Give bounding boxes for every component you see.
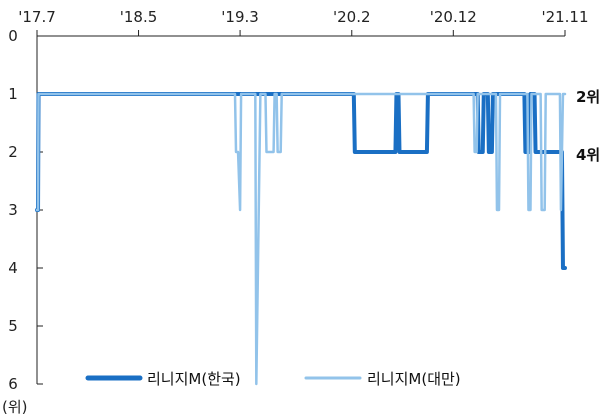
y-unit-label: (위) xyxy=(2,398,28,416)
y-tick-label: 0 xyxy=(8,27,18,45)
x-tick-label: '19.3 xyxy=(221,8,259,26)
legend-label-taiwan: 리니지M(대만) xyxy=(367,370,461,388)
x-tick-label: '18.5 xyxy=(120,8,158,26)
series-line-korea xyxy=(35,92,567,270)
end-labels: 2위 4위 xyxy=(576,88,600,164)
y-tick-label: 1 xyxy=(8,85,18,103)
y-tick-label: 3 xyxy=(8,201,18,219)
series-line-taiwan xyxy=(35,92,567,386)
legend: 리니지M(한국) 리니지M(대만) xyxy=(85,370,461,388)
legend-label-korea: 리니지M(한국) xyxy=(147,370,241,388)
x-axis: '17.7 '18.5 '19.3 '20.2 '20.12 '21.11 xyxy=(18,8,589,37)
series-layer xyxy=(35,92,567,386)
y-tick-label: 4 xyxy=(8,259,18,277)
end-label: 2위 xyxy=(576,88,600,106)
x-tick-label: '21.11 xyxy=(541,8,588,26)
x-tick-label: '17.7 xyxy=(18,8,56,26)
end-label: 4위 xyxy=(576,146,600,164)
y-tick-label: 6 xyxy=(8,375,18,393)
x-tick-label: '20.2 xyxy=(333,8,371,26)
x-tick-label: '20.12 xyxy=(430,8,477,26)
y-tick-label: 5 xyxy=(8,317,18,335)
y-tick-label: 2 xyxy=(8,143,18,161)
